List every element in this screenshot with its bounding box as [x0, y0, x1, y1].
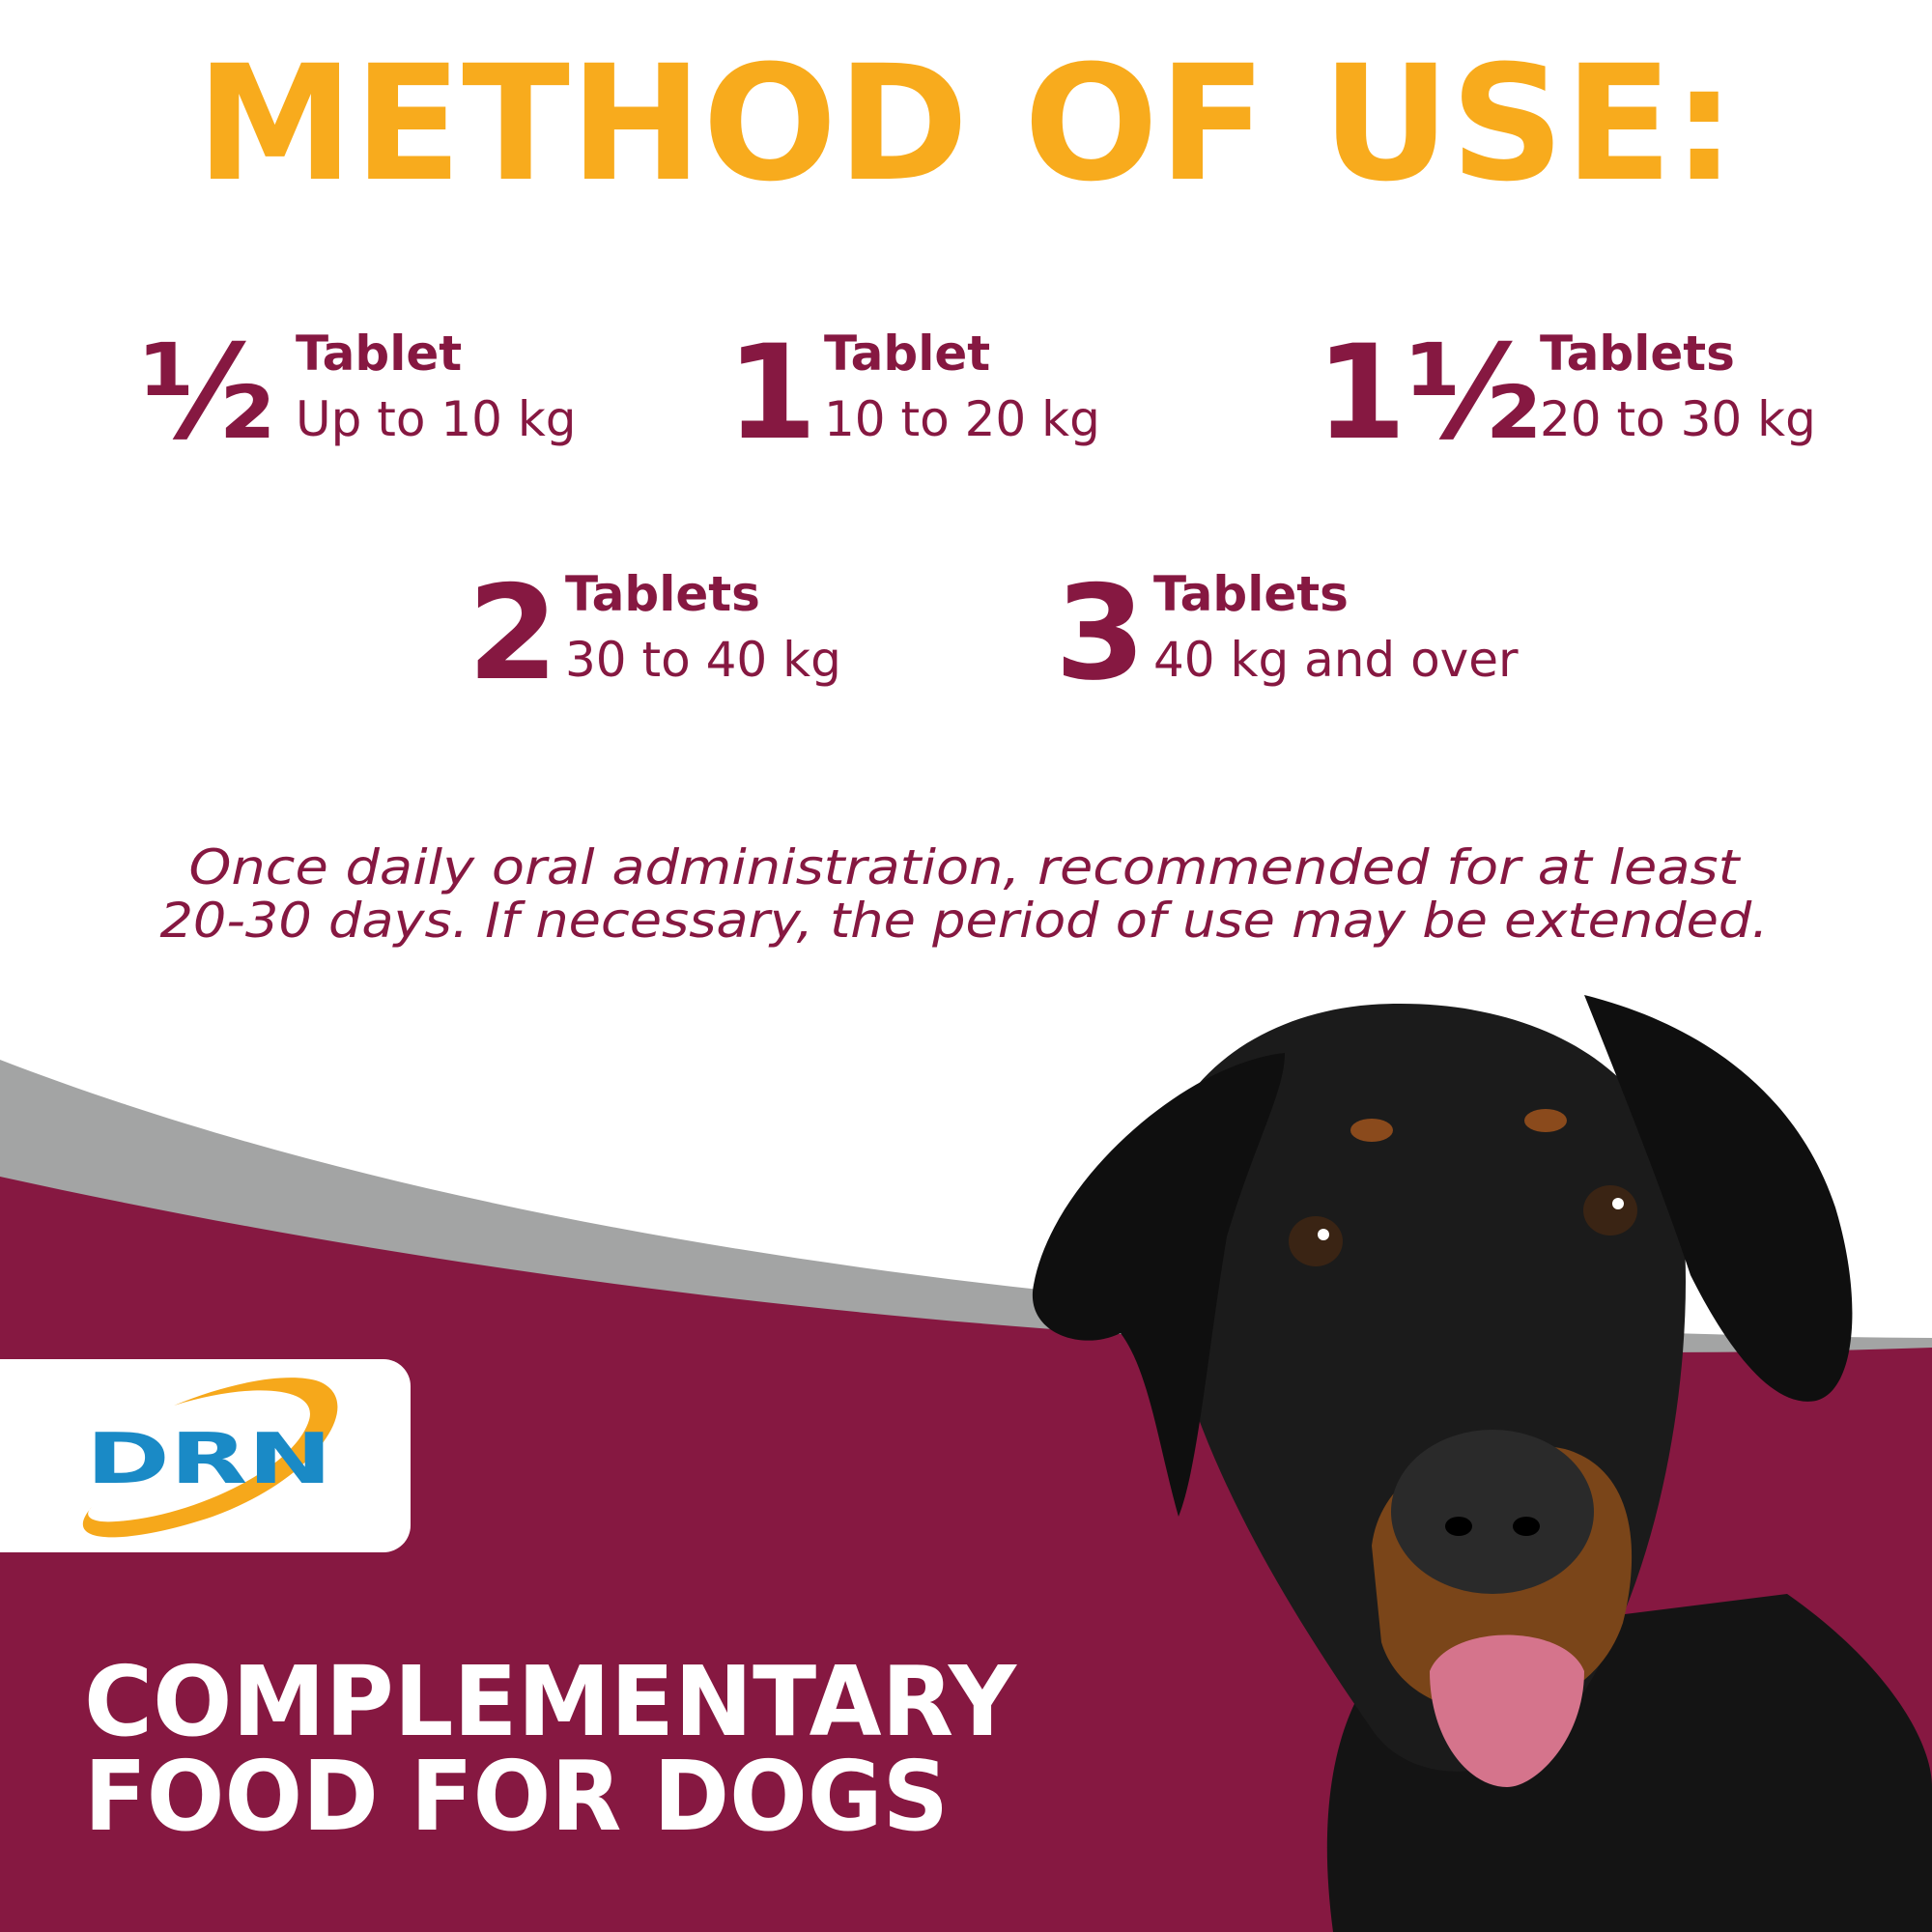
logo-text: DRN	[86, 1418, 332, 1499]
dosage-weight: 20 to 30 kg	[1540, 391, 1816, 447]
footer-line: COMPLEMENTARY	[84, 1645, 1018, 1758]
dosage-amount: ½	[140, 317, 275, 469]
note-line: Once daily oral administration, recommen…	[189, 839, 1743, 895]
dog-illustration	[1032, 995, 1932, 1932]
dosage-unit: Tablets	[1540, 326, 1735, 382]
dosage-weight: Up to 10 kg	[296, 391, 577, 447]
logo-arc	[82, 1378, 338, 1538]
dosage-unit: Tablets	[565, 566, 760, 622]
logo-card	[0, 1359, 411, 1552]
dosage-unit: Tablet	[824, 326, 990, 382]
dosage-weight: 40 kg and over	[1153, 632, 1519, 688]
title: METHOD OF USE:	[196, 31, 1736, 216]
dosage-unit: Tablet	[296, 326, 462, 382]
dosage-weight: 10 to 20 kg	[824, 391, 1100, 447]
dosage-amount: 3	[1055, 557, 1146, 709]
note-line: 20-30 days. If necessary, the period of …	[160, 893, 1769, 949]
footer-line: FOOD FOR DOGS	[84, 1740, 949, 1853]
dosage-weight: 30 to 40 kg	[565, 632, 841, 688]
dosage-amount: 2	[468, 557, 558, 709]
dosage-unit: Tablets	[1153, 566, 1349, 622]
dosage-amount: 1	[726, 317, 817, 469]
dosage-amount: 1½	[1316, 317, 1542, 469]
